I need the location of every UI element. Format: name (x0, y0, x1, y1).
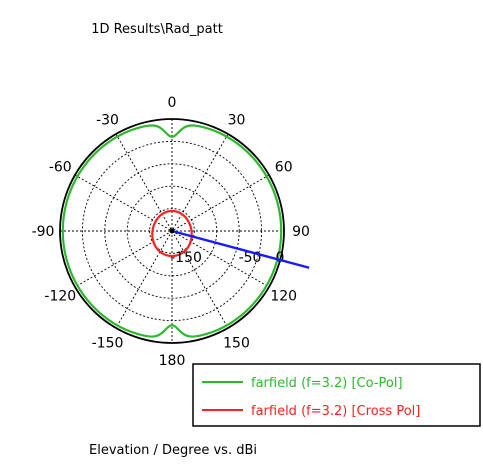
radial-tick-label: 0 (276, 250, 285, 266)
angle-tick-label: 0 (168, 95, 177, 111)
angle-tick-label: -60 (49, 160, 72, 176)
x-axis-label: Elevation / Degree vs. dBi (89, 443, 257, 458)
series-co-pol (61, 124, 283, 338)
angle-tick-label: 60 (275, 160, 293, 176)
angle-tick-label: 30 (228, 112, 246, 128)
legend-label-cross-pol: farfield (f=3.2) [Cross Pol] (251, 404, 420, 419)
annotation-layer (169, 228, 310, 269)
angle-tick-label: 180 (159, 353, 186, 369)
angle-tick-label: -30 (96, 112, 119, 128)
legend-box (192, 363, 481, 427)
angle-tick-labels: -90 -120 -150 180 150 120 90 60 30 0 -30 -60 (32, 95, 310, 369)
radial-tick-labels: -150 -50 0 (170, 250, 284, 266)
series-cross-pol (151, 209, 193, 258)
legend-label-co-pol: farfield (f=3.2) [Co-Pol] (251, 376, 403, 391)
angle-tick-label: -150 (92, 336, 124, 352)
radial-tick-label: -150 (170, 250, 202, 266)
angle-tick-label: -90 (32, 224, 55, 240)
direction-marker (171, 229, 310, 269)
angle-tick-label: 120 (270, 289, 297, 305)
series-layer (61, 124, 283, 338)
origin-dot (169, 228, 175, 234)
legend: farfield (f=3.2) [Co-Pol] farfield (f=3.… (192, 363, 481, 427)
chart-title: 1D Results\Rad_patt (91, 22, 223, 37)
angle-tick-label: 150 (223, 336, 250, 352)
angle-tick-label: -120 (44, 289, 76, 305)
angle-tick-label: 90 (292, 224, 310, 240)
